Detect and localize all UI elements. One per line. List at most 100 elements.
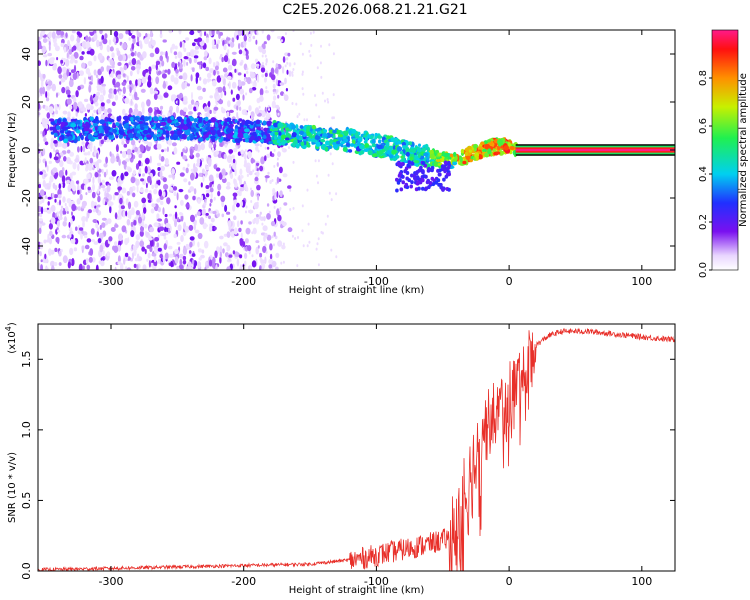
spectrogram-cell [190, 50, 195, 58]
spectrogram-cell [153, 107, 158, 111]
spectrogram-cell [79, 193, 83, 201]
spectrogram-cell [55, 125, 61, 130]
spectrogram-cell [226, 211, 231, 215]
spectrogram-cell [222, 67, 228, 73]
spectrogram-cell [285, 137, 290, 141]
spectrogram-cell [405, 151, 410, 157]
spectrogram-cell [447, 160, 451, 165]
spectrogram-cell [271, 179, 274, 182]
spectrogram-cell [156, 162, 162, 166]
spectrogram-cell [217, 86, 223, 93]
spectrogram-cell [185, 167, 189, 174]
spectrogram-cell [158, 189, 162, 197]
spectrogram-cell [484, 152, 490, 158]
spectrogram-cell [148, 41, 153, 49]
spectrogram-cell [211, 80, 217, 87]
spectrogram-cell [141, 76, 147, 84]
spectrogram-cell [115, 122, 120, 127]
spectrogram-cell [59, 81, 62, 85]
spectrogram-cell [60, 121, 65, 126]
spectrogram-cell [276, 191, 279, 198]
spectrogram-cell [379, 154, 384, 159]
spectrogram-cell [227, 100, 231, 108]
spectrogram-cell [202, 175, 205, 183]
spectrogram-cell [112, 194, 116, 201]
spectrogram-cell [48, 248, 52, 256]
y-tick-label: 40 [20, 47, 33, 61]
spectrogram-cell [402, 145, 407, 149]
spectrogram-cell [188, 224, 194, 231]
spectrogram-cell [306, 188, 309, 192]
spectrogram-cell [316, 242, 319, 246]
spectrogram-cell [187, 261, 192, 268]
spectrogram-cell [62, 196, 66, 203]
spectrogram-cell [48, 237, 53, 245]
spectrogram-cell [136, 185, 139, 193]
spectrogram-cell [183, 59, 186, 67]
spectrogram-cell [236, 190, 242, 194]
spectrogram-cell [197, 37, 203, 42]
spectrogram-cell [226, 155, 232, 164]
spectrogram-cell [197, 232, 203, 240]
spectrogram-cell [191, 67, 195, 72]
spectrogram-cell [151, 122, 155, 126]
spectrogram-cell [284, 77, 287, 85]
spectrogram-cell [202, 78, 208, 85]
spectrogram-cell [197, 248, 202, 253]
spectrogram-cell [254, 107, 260, 115]
spectrogram-cell [269, 253, 273, 260]
spectrogram-cell [205, 193, 210, 198]
spectrogram-cell [67, 261, 71, 269]
spectrogram-cell [137, 78, 142, 86]
spectrogram-cell [169, 186, 173, 191]
spectrogram-cell [296, 264, 299, 268]
spectrogram-cell [237, 151, 242, 156]
y-tick-label: 0.0 [20, 562, 33, 580]
spectrogram-cell [66, 117, 71, 122]
spectrogram-cell [228, 254, 233, 258]
spectrogram-cell [75, 111, 78, 117]
spectrogram-cell [174, 248, 179, 255]
spectrogram-cell [224, 143, 228, 148]
spectrogram-cell [264, 146, 267, 150]
spectrogram-cell [136, 264, 139, 270]
spectrogram-cell [160, 200, 164, 206]
spectrogram-cell [468, 149, 472, 153]
spectrogram-cell [296, 115, 299, 119]
spectrogram-cell [97, 195, 101, 203]
spectrogram-cell [231, 154, 235, 159]
spectrogram-cell [133, 200, 139, 208]
spectrogram-cell [315, 247, 318, 251]
spectrogram-cell [417, 186, 421, 191]
spectrogram-cell [83, 178, 89, 185]
spectrogram-cell [95, 115, 99, 122]
spectrogram-cell [201, 208, 206, 216]
spectrogram-cell [67, 39, 70, 48]
spectrogram-cell [414, 160, 420, 164]
spectrogram-cell [48, 160, 52, 164]
spectrogram-cell [67, 184, 72, 193]
spectrogram-cell [388, 154, 394, 159]
spectrogram-cell [149, 190, 152, 195]
spectrogram-cell [272, 83, 276, 89]
spectrogram-cell [237, 72, 242, 76]
spectrogram-cell [392, 157, 397, 162]
spectrogram-cell [94, 101, 99, 107]
spectrogram-cell [96, 204, 101, 208]
spectrogram-cell [240, 220, 243, 225]
spectrogram-cell [280, 261, 283, 265]
spectrogram-cell [232, 158, 236, 164]
spectrogram-cell [255, 119, 261, 125]
spectrogram-cell [238, 118, 243, 122]
spectrogram-cell [38, 72, 42, 78]
spectrogram-cell [273, 164, 276, 168]
spectrogram-cell [88, 166, 93, 171]
spectrogram-cell [216, 129, 221, 136]
spectrogram-cell [170, 130, 175, 135]
spectrogram-cell [105, 219, 109, 226]
spectrogram-cell [167, 138, 172, 146]
spectrogram-cell [127, 237, 130, 244]
spectrogram-cell [134, 146, 139, 153]
spectrogram-cell [266, 34, 271, 41]
spectrogram-cell [230, 89, 233, 95]
